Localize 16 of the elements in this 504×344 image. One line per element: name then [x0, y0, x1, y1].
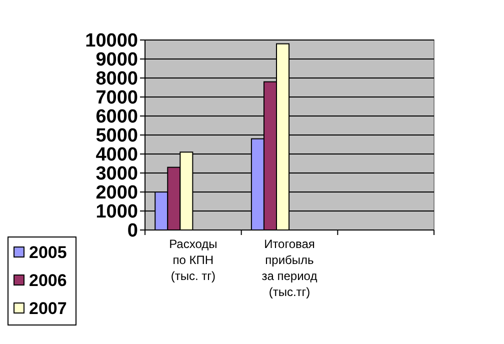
- y-tick-label: 9000: [96, 50, 138, 71]
- y-tick-label: 10000: [85, 30, 138, 52]
- y-tick-label: 6000: [96, 106, 138, 128]
- legend-label: 2005: [29, 242, 67, 262]
- legend-label: 2006: [29, 270, 67, 290]
- y-tick-label: 8000: [96, 68, 138, 90]
- y-tick-label: 4000: [96, 144, 138, 166]
- y-tick-label: 5000: [96, 126, 138, 147]
- y-tick-label: 7000: [96, 88, 138, 109]
- y-tick-label: 3000: [96, 164, 138, 185]
- y-tick-label: 1000: [96, 202, 138, 223]
- y-tick-label: 0: [127, 220, 138, 242]
- legend-label: 2007: [29, 298, 67, 318]
- y-tick-label: 2000: [96, 182, 138, 204]
- x-tick-label: Расходы по КПН (тыс. тг): [169, 237, 218, 283]
- x-tick-label: Итоговая прибыль за период (тыс.тг): [262, 237, 318, 299]
